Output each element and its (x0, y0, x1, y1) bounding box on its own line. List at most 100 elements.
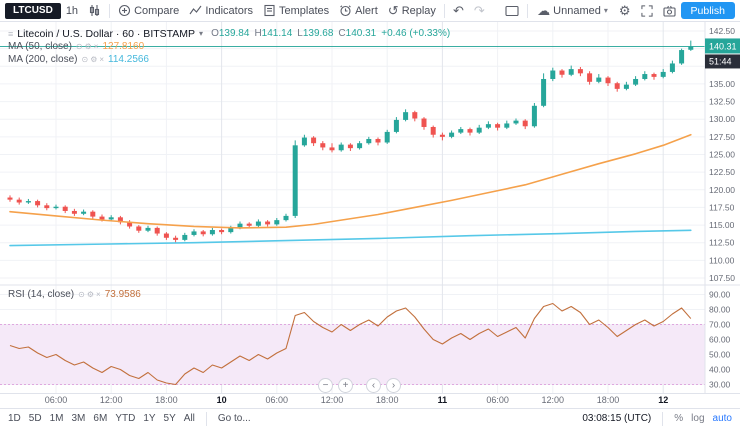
svg-text:135.00: 135.00 (709, 79, 735, 89)
chevron-down-icon[interactable]: ▾ (199, 29, 204, 38)
svg-text:30.00: 30.00 (709, 380, 731, 390)
ma50-label[interactable]: MA (50, close) (8, 41, 72, 52)
goto-button[interactable]: Go to... (217, 413, 251, 424)
svg-text:80.00: 80.00 (709, 305, 731, 315)
percent-scale-button[interactable]: % (674, 413, 684, 424)
chart-type-button[interactable] (83, 2, 106, 20)
rsi-band (0, 324, 705, 385)
ohlc-values: O139.84 H141.14 L139.68 C140.31 +0.46 (+… (211, 28, 450, 39)
candles (7, 40, 694, 243)
eye-icon[interactable]: ⊙ (75, 42, 83, 51)
rsi-line (9, 302, 692, 386)
svg-text:115.00: 115.00 (709, 220, 735, 230)
redo-button[interactable]: ↷ (469, 2, 490, 20)
save-layout-button[interactable]: ☁ Unnamed ▾ (531, 2, 614, 19)
range-all[interactable]: All (183, 413, 195, 424)
gear-icon: ⚙ (618, 3, 631, 18)
close-value: 140.31 (345, 28, 377, 39)
range-1y[interactable]: 1Y (143, 413, 156, 424)
range-5d[interactable]: 5D (28, 413, 42, 424)
chart-legend: ≡ Litecoin / U.S. Dollar · 60 · BITSTAMP… (8, 27, 450, 66)
svg-text:06:00: 06:00 (45, 395, 68, 405)
toolbar-right: ☁ Unnamed ▾ ⚙ Publish (500, 0, 735, 21)
svg-text:50.00: 50.00 (709, 350, 731, 360)
svg-text:90.00: 90.00 (709, 290, 731, 300)
alert-clock-icon (340, 5, 351, 17)
svg-text:10: 10 (217, 395, 227, 405)
camera-icon (662, 5, 676, 17)
svg-text:12:00: 12:00 (321, 395, 344, 405)
change-value: +0.46 (+0.33%) (381, 28, 451, 39)
rsi-label[interactable]: RSI (14, close) (8, 289, 75, 300)
toolbar-left: LTCUSD 1h Compare Indicators (5, 0, 490, 21)
auto-scale-button[interactable]: auto (712, 413, 732, 424)
fullscreen-button[interactable] (636, 2, 658, 20)
indicators-button[interactable]: Indicators (184, 2, 258, 20)
range-3m[interactable]: 3M (71, 413, 86, 424)
range-5y[interactable]: 5Y (163, 413, 176, 424)
chart-properties-button[interactable]: ⚙ (614, 2, 636, 20)
close-icon[interactable]: × (99, 55, 105, 64)
svg-text:132.50: 132.50 (709, 97, 735, 107)
close-icon[interactable]: × (93, 42, 99, 51)
scroll-left-button[interactable]: ‹ (366, 378, 381, 393)
compare-button[interactable]: Compare (113, 2, 184, 20)
rsi-value: 73.9586 (104, 289, 141, 300)
symbol-title[interactable]: Litecoin / U.S. Dollar · 60 · BITSTAMP (17, 27, 196, 40)
replay-button[interactable]: ↺ Replay (383, 2, 441, 20)
templates-button[interactable]: Templates (258, 2, 334, 20)
publish-button[interactable]: Publish (680, 2, 735, 19)
low-label: L (297, 28, 303, 39)
indicators-icon (189, 5, 202, 15)
svg-text:06:00: 06:00 (266, 395, 289, 405)
svg-text:06:00: 06:00 (486, 395, 509, 405)
divider (109, 3, 111, 18)
ma200-label[interactable]: MA (200, close) (8, 54, 78, 65)
range-ytd[interactable]: YTD (115, 413, 136, 424)
log-scale-button[interactable]: log (691, 413, 705, 424)
chart-canvas[interactable]: 142.50 135.00 132.50 130.00 127.50 125.00 122.… (0, 22, 740, 408)
settings-icon[interactable]: ⚙ (86, 290, 95, 299)
undo-icon: ↶ (452, 3, 464, 18)
range-1d[interactable]: 1D (8, 413, 21, 424)
svg-text:18:00: 18:00 (376, 395, 399, 405)
ma200-value: 114.2566 (108, 54, 149, 65)
settings-icon[interactable]: ⚙ (90, 55, 98, 64)
settings-icon[interactable]: ⚙ (84, 42, 92, 51)
clock-label[interactable]: 03:08:15 (UTC) (582, 413, 652, 424)
screenshot-button[interactable] (658, 2, 681, 20)
scale-controls: 03:08:15 (UTC) % log auto (582, 411, 732, 426)
interval-button[interactable]: 1h (61, 2, 83, 20)
open-label: O (211, 28, 219, 39)
symbol-button[interactable]: LTCUSD (5, 2, 61, 19)
layout-icon (505, 5, 519, 16)
undo-button[interactable]: ↶ (448, 2, 469, 20)
divider (527, 3, 529, 18)
compare-label: Compare (134, 4, 180, 17)
symbol-legend-row: ≡ Litecoin / U.S. Dollar · 60 · BITSTAMP… (8, 27, 450, 40)
zoom-out-button[interactable]: − (318, 378, 333, 393)
eye-icon[interactable]: ⊙ (78, 290, 85, 299)
range-6m[interactable]: 6M (93, 413, 108, 424)
fullscreen-icon (640, 4, 653, 17)
indicators-label: Indicators (205, 4, 254, 17)
divider (662, 411, 664, 426)
svg-text:18:00: 18:00 (597, 395, 620, 405)
svg-text:112.50: 112.50 (709, 238, 735, 248)
candlestick-icon (90, 5, 100, 16)
svg-text:127.50: 127.50 (709, 132, 735, 142)
high-value: 141.14 (261, 28, 293, 39)
range-selector: 1D 5D 1M 3M 6M YTD 1Y 5Y All Go to... (8, 411, 251, 426)
redo-icon: ↷ (473, 3, 485, 18)
close-icon[interactable]: × (96, 290, 101, 299)
scroll-right-button[interactable]: › (386, 378, 401, 393)
eye-icon[interactable]: ⊙ (81, 55, 89, 64)
alert-button[interactable]: Alert (334, 2, 383, 20)
svg-text:107.50: 107.50 (709, 273, 735, 283)
zoom-in-button[interactable]: + (338, 378, 353, 393)
open-value: 139.84 (218, 28, 250, 39)
layout-select-button[interactable] (500, 2, 524, 20)
ma50-line (9, 133, 692, 229)
range-1m[interactable]: 1M (49, 413, 64, 424)
